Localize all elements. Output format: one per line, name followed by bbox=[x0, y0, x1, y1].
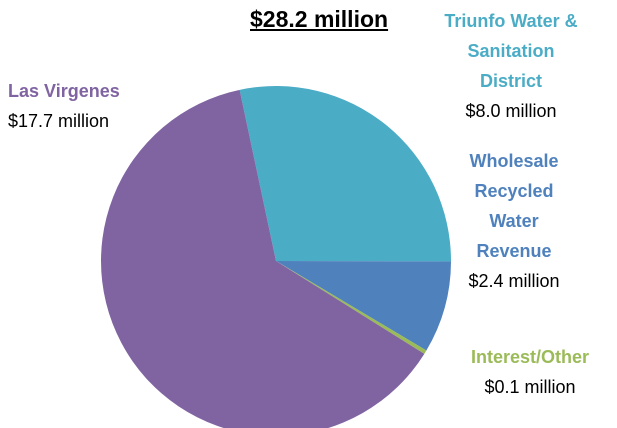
pie-slice bbox=[276, 261, 451, 351]
value-label: $8.0 million bbox=[465, 101, 557, 121]
slice-label: Interest/Other $0.1 million bbox=[440, 342, 617, 402]
slice-label: Wholesale Recycled Water Revenue $2.4 mil… bbox=[458, 146, 570, 296]
pie-slice bbox=[101, 89, 425, 428]
slice-label: Triunfo Water & Sanitation District $8.0 … bbox=[436, 6, 586, 126]
value-label: $2.4 million bbox=[468, 271, 560, 291]
pie-slice bbox=[239, 86, 451, 262]
chart-title: $28.2 million bbox=[250, 6, 389, 32]
value-label: $17.7 million bbox=[8, 111, 110, 131]
slice-label: Las Virgenes $17.7 million bbox=[8, 76, 188, 136]
value-label: $0.1 million bbox=[484, 377, 576, 397]
category-label: Interest/Other bbox=[470, 347, 590, 367]
pie-slice bbox=[276, 261, 427, 354]
category-label: Wholesale Recycled Water Revenue bbox=[469, 151, 559, 261]
category-label: Las Virgenes bbox=[8, 81, 120, 101]
category-label: Triunfo Water & Sanitation District bbox=[444, 11, 578, 91]
